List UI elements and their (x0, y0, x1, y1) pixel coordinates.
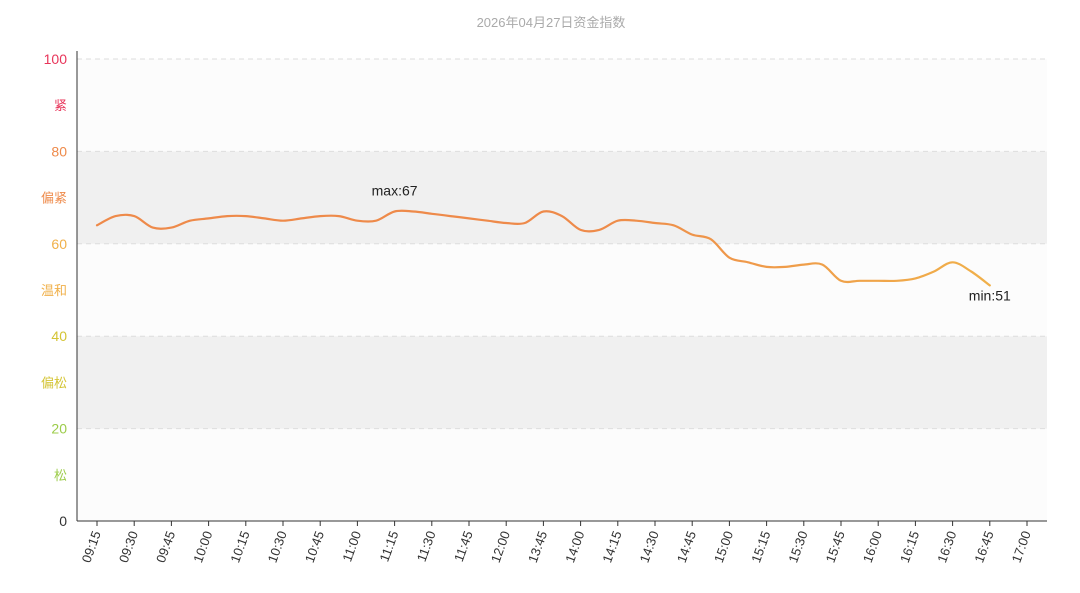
y-tick-label-1: 20 (51, 421, 67, 437)
x-tick-label-16: 14:45 (674, 529, 699, 565)
chart-title: 2026年04月27日资金指数 (477, 15, 626, 30)
x-tick-label-13: 14:00 (562, 529, 587, 565)
zone-label-1: 偏松 (41, 375, 67, 390)
x-tick-label-23: 16:30 (934, 529, 959, 565)
zone-label-2: 温和 (41, 283, 67, 298)
x-tick-label-3: 10:00 (190, 529, 215, 565)
zone-band-3 (77, 151, 1047, 244)
x-tick-label-25: 17:00 (1009, 529, 1034, 565)
x-tick-label-22: 16:15 (897, 529, 922, 565)
x-tick-label-8: 11:15 (377, 529, 402, 564)
y-tick-label-4: 80 (51, 143, 67, 159)
x-tick-label-2: 09:45 (153, 529, 178, 565)
x-tick-label-15: 14:30 (637, 529, 662, 565)
zone-band-2 (77, 243, 1047, 337)
x-tick-label-20: 15:45 (823, 529, 848, 565)
x-tick-label-12: 13:45 (525, 529, 550, 565)
x-tick-label-1: 09:30 (116, 529, 141, 565)
min-annotation: min:51 (969, 287, 1011, 303)
zone-band-0 (77, 428, 1047, 521)
zone-label-0: 松 (54, 468, 67, 483)
x-tick-label-7: 11:00 (339, 529, 364, 564)
y-tick-label-0: 0 (59, 513, 67, 529)
zone-band-1 (77, 336, 1047, 429)
x-tick-label-17: 15:00 (711, 529, 736, 565)
zone-band-4 (77, 59, 1047, 152)
x-tick-label-10: 11:45 (451, 529, 476, 564)
x-tick-label-11: 12:00 (488, 529, 513, 565)
x-tick-label-24: 16:45 (971, 529, 996, 565)
y-tick-label-2: 40 (51, 328, 67, 344)
x-tick-label-21: 16:00 (860, 529, 885, 565)
x-tick-label-19: 15:30 (785, 529, 810, 565)
x-tick-label-9: 11:30 (414, 529, 439, 564)
x-tick-label-14: 14:15 (599, 529, 624, 565)
zone-label-4: 紧 (54, 98, 67, 113)
max-annotation: max:67 (372, 182, 418, 198)
y-tick-label-3: 60 (51, 236, 67, 252)
x-tick-label-6: 10:45 (302, 529, 327, 565)
x-tick-label-0: 09:15 (79, 529, 104, 565)
x-tick-label-4: 10:15 (227, 529, 252, 565)
series-line-0 (95, 209, 991, 287)
y-tick-label-5: 100 (44, 51, 68, 67)
zone-label-3: 偏紧 (41, 191, 67, 206)
x-tick-label-5: 10:30 (265, 529, 290, 565)
x-tick-label-18: 15:15 (748, 529, 773, 565)
